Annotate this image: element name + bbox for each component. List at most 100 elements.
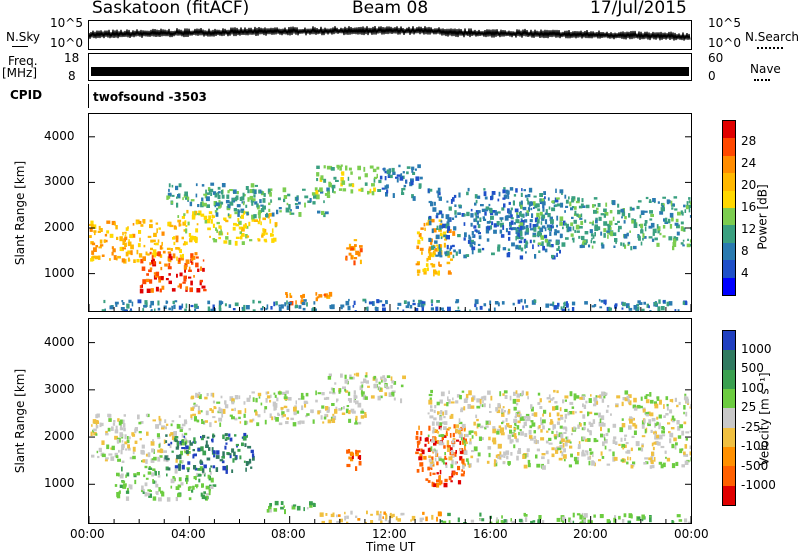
power-cell bbox=[584, 231, 589, 235]
velocity-cell bbox=[632, 461, 636, 465]
velocity-cell bbox=[562, 399, 565, 404]
velocity-cell bbox=[439, 475, 441, 480]
velocity-cell bbox=[535, 454, 538, 459]
velocity-cell bbox=[359, 386, 363, 391]
velocity-cell bbox=[471, 435, 474, 439]
power-cell bbox=[675, 218, 679, 223]
power-colorbar-swatch bbox=[723, 138, 735, 157]
power-cell bbox=[565, 199, 569, 204]
velocity-cell bbox=[621, 443, 626, 449]
velocity-cell bbox=[150, 458, 155, 463]
power-cell bbox=[551, 207, 556, 212]
velocity-cell bbox=[590, 394, 592, 397]
power-cell bbox=[524, 244, 526, 249]
velocity-cell bbox=[479, 512, 482, 517]
velocity-cell bbox=[456, 394, 461, 398]
velocity-cell bbox=[458, 421, 463, 425]
power-cell bbox=[603, 233, 606, 238]
power-cell bbox=[676, 231, 680, 236]
power-cell bbox=[271, 212, 275, 217]
power-cell bbox=[525, 242, 529, 245]
velocity-cell bbox=[477, 423, 481, 427]
power-cell bbox=[446, 244, 449, 250]
power-cell bbox=[627, 241, 631, 245]
velocity-cell bbox=[436, 472, 439, 475]
velocity-cell bbox=[193, 402, 196, 406]
velocity-cell bbox=[527, 396, 529, 400]
velocity-cell bbox=[448, 390, 450, 394]
power-cell bbox=[180, 256, 184, 261]
power-cell bbox=[688, 204, 691, 208]
velocity-cell bbox=[461, 458, 465, 464]
power-cell bbox=[362, 298, 367, 302]
power-cell bbox=[604, 212, 609, 216]
velocity-cell bbox=[455, 400, 459, 404]
power-cell bbox=[184, 220, 187, 224]
power-cell bbox=[188, 269, 192, 272]
power-cell bbox=[324, 211, 329, 215]
power-cell bbox=[680, 242, 684, 245]
velocity-cell bbox=[91, 424, 93, 427]
power-cell bbox=[444, 238, 447, 241]
velocity-cell bbox=[212, 392, 215, 398]
velocity-cell bbox=[224, 404, 229, 409]
power-cell bbox=[132, 223, 135, 226]
power-cell bbox=[285, 294, 289, 298]
power-cell bbox=[141, 266, 146, 271]
velocity-cell bbox=[492, 437, 497, 443]
power-cell bbox=[610, 226, 612, 230]
velocity-cell bbox=[145, 453, 149, 457]
velocity-cell bbox=[361, 408, 364, 413]
power-cell bbox=[554, 197, 559, 203]
velocity-cell bbox=[588, 411, 593, 415]
velocity-cell bbox=[243, 401, 246, 405]
power-cell bbox=[119, 236, 123, 242]
velocity-cell bbox=[476, 418, 479, 422]
velocity-cell bbox=[222, 451, 225, 457]
power-cell bbox=[607, 232, 611, 235]
velocity-cell bbox=[234, 434, 237, 437]
power-cell bbox=[238, 220, 242, 225]
velocity-cell bbox=[296, 505, 301, 511]
velocity-cell bbox=[293, 411, 296, 415]
power-cell bbox=[248, 221, 251, 227]
velocity-cell bbox=[152, 439, 154, 442]
velocity-cell bbox=[194, 418, 198, 422]
velocity-cell bbox=[495, 407, 499, 412]
power-cell bbox=[203, 289, 207, 292]
velocity-cell bbox=[181, 439, 184, 443]
velocity-cell bbox=[655, 440, 659, 445]
velocity-cell bbox=[520, 431, 524, 436]
velocity-cell bbox=[481, 404, 484, 408]
velocity-cell bbox=[591, 460, 594, 463]
power-cell bbox=[513, 222, 516, 225]
power-cell bbox=[522, 305, 524, 310]
power-cell bbox=[581, 198, 584, 203]
velocity-cell bbox=[513, 418, 518, 423]
velocity-cell bbox=[517, 420, 521, 424]
power-cell bbox=[442, 223, 446, 229]
velocity-cell bbox=[205, 420, 208, 423]
power-cell bbox=[207, 227, 211, 231]
velocity-cell bbox=[245, 420, 249, 425]
velocity-cell bbox=[583, 426, 586, 430]
velocity-cell bbox=[155, 491, 159, 494]
power-cell bbox=[206, 204, 210, 208]
velocity-cell bbox=[147, 471, 152, 475]
velocity-cell bbox=[581, 449, 585, 455]
power-cell bbox=[385, 300, 388, 305]
velocity-cell bbox=[450, 401, 455, 404]
power-cell bbox=[109, 258, 111, 261]
velocity-cell bbox=[436, 461, 439, 466]
power-cell bbox=[594, 231, 596, 237]
velocity-cell bbox=[679, 448, 683, 454]
velocity-cell bbox=[142, 459, 146, 463]
power-cell bbox=[181, 216, 185, 219]
power-cell bbox=[478, 235, 482, 240]
velocity-cell bbox=[650, 429, 653, 433]
power-cell bbox=[612, 232, 617, 236]
velocity-cell bbox=[569, 401, 574, 405]
power-cell bbox=[168, 307, 171, 311]
velocity-cell bbox=[415, 451, 419, 455]
velocity-cell bbox=[637, 516, 641, 520]
